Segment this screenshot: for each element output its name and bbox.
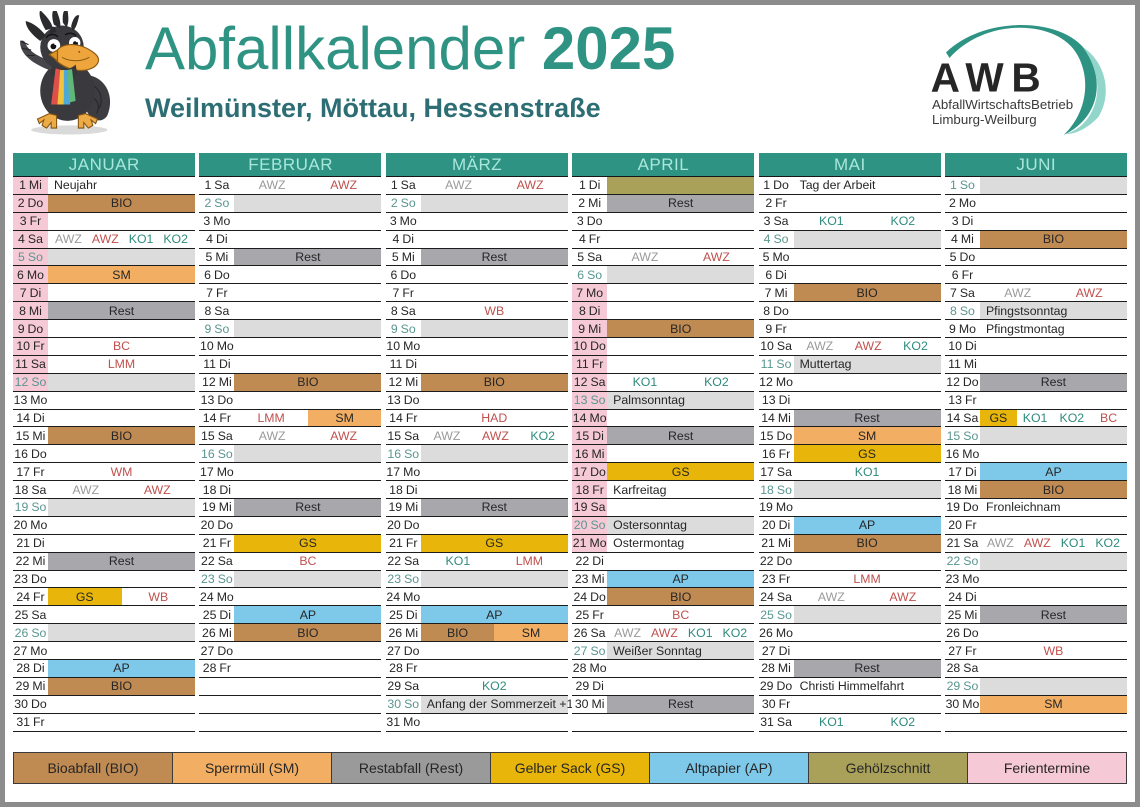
svg-text:Limburg-Weilburg: Limburg-Weilburg [932,112,1037,127]
svg-text:AbfallWirtschaftsBetrieb: AbfallWirtschaftsBetrieb [932,97,1073,112]
svg-text:AWB: AWB [931,55,1049,101]
